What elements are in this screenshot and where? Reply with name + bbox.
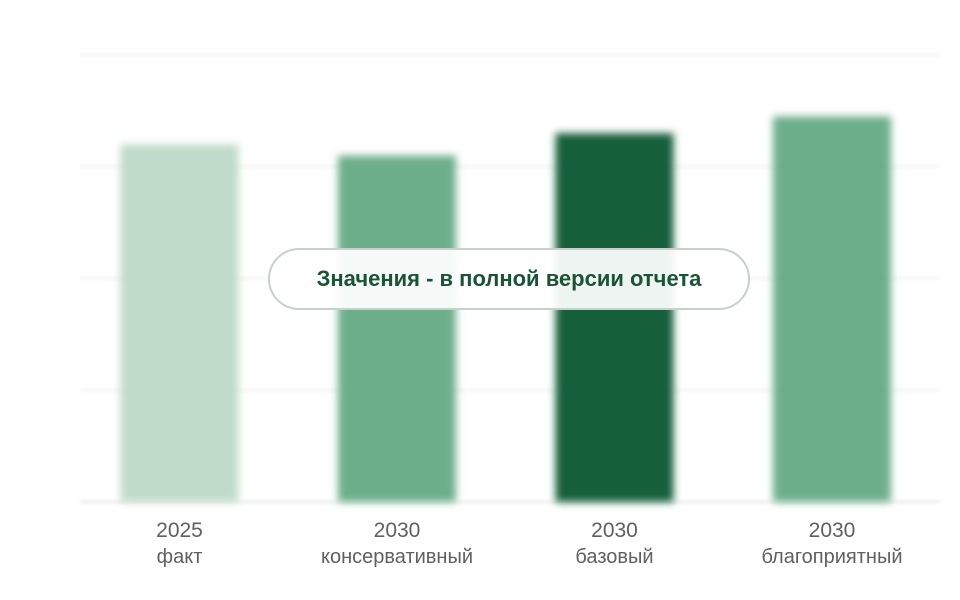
bar-2 [338, 155, 456, 502]
tick-label-year: 2025 [156, 519, 203, 542]
bar-4 [773, 116, 891, 503]
tick-label-scenario: факт [157, 546, 203, 568]
x-axis-tick-labels: 2025 факт 2030 консервативный 2030 базовый 203… [156, 519, 902, 568]
values-hidden-badge: Значения - в полной версии отчета [268, 248, 750, 310]
tick-label-year: 2030 [374, 519, 421, 542]
bar-3 [555, 133, 674, 502]
tick-label-scenario: благоприятный [761, 546, 902, 568]
tick-label-year: 2030 [809, 519, 856, 542]
bars [120, 116, 891, 503]
tick-label-scenario: консервативный [321, 546, 473, 568]
bar-1 [120, 144, 239, 502]
tick-label-year: 2030 [591, 519, 638, 542]
tick-label-scenario: базовый [575, 546, 653, 568]
